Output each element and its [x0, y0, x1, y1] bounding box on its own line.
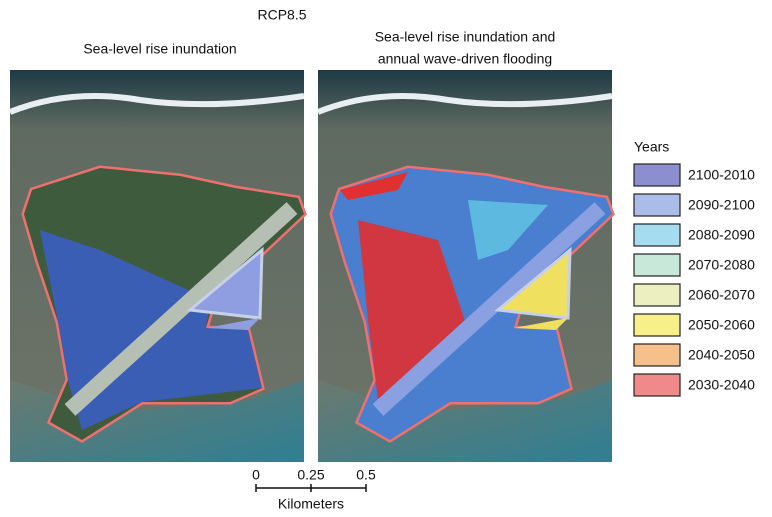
triangle — [494, 246, 572, 320]
triangle — [186, 246, 264, 320]
panel-title: Sea-level rise inundation — [83, 41, 236, 57]
legend-label: 2030-2040 — [688, 377, 755, 393]
scale-unit: Kilometers — [278, 496, 344, 512]
reef-crest — [8, 93, 305, 115]
scale-label: 0.25 — [297, 467, 324, 483]
legend-label: 2060-2070 — [688, 287, 755, 303]
scale-label: 0 — [252, 467, 260, 483]
legend-label: 2040-2050 — [688, 347, 755, 363]
map-panel — [8, 70, 307, 462]
legend-swatch — [633, 373, 681, 397]
legend-label: 2090-2100 — [688, 197, 755, 213]
flood-high — [358, 220, 468, 400]
map-panel — [316, 70, 615, 462]
legend-label: 2050-2060 — [688, 317, 755, 333]
map-imagery — [8, 70, 307, 462]
reef-crest — [316, 93, 613, 115]
legend-label: 2070-2080 — [688, 257, 755, 273]
legend-swatch — [633, 283, 681, 307]
legend-label: 2100-2010 — [688, 167, 755, 183]
legend-label: 2080-2090 — [688, 227, 755, 243]
legend-swatch — [633, 193, 681, 217]
legend-swatch — [633, 253, 681, 277]
runway — [64, 202, 298, 416]
flood-mid — [468, 200, 548, 260]
legend-title: Years — [634, 139, 669, 155]
triangle — [514, 318, 568, 330]
panel-title: Sea-level rise inundation and — [375, 29, 556, 45]
triangle — [206, 318, 260, 330]
legend-swatch — [633, 163, 681, 187]
legend-swatch — [633, 343, 681, 367]
legend-swatch — [633, 313, 681, 337]
runway — [372, 202, 606, 416]
flood-high — [340, 172, 408, 200]
figure-title: RCP8.5 — [257, 7, 306, 23]
panel-title: annual wave-driven flooding — [378, 51, 552, 67]
scale-label: 0.5 — [356, 467, 376, 483]
legend-swatch — [633, 223, 681, 247]
map-imagery — [316, 70, 615, 462]
